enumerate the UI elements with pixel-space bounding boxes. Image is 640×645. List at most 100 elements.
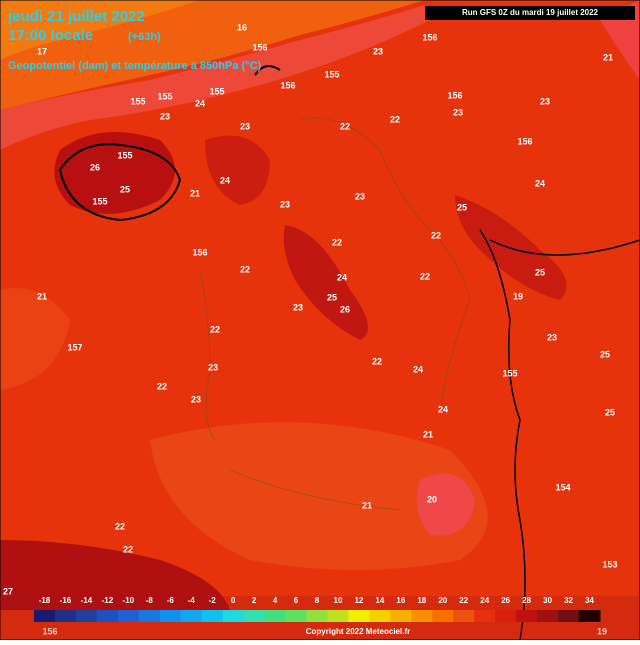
- colorbar-label: 32: [564, 596, 573, 605]
- colorbar-label: 34: [585, 596, 594, 605]
- contour-label: 155: [502, 368, 517, 378]
- hot-area: [283, 225, 368, 340]
- contour-label: 22: [115, 521, 125, 531]
- contour-label: 156: [517, 136, 532, 146]
- contour-label: 24: [438, 404, 448, 414]
- contour-label: 22: [372, 356, 382, 366]
- colorbar-label: 16: [396, 596, 405, 605]
- contour-label: 19: [513, 291, 523, 301]
- colorbar-label: 4: [273, 596, 278, 605]
- colorbar-label: 8: [315, 596, 320, 605]
- cool-pocket: [416, 473, 475, 536]
- colorbar: -18 -16 -14 -12 -10 -8 -6 -4 -2 0 2 4 6 8 10 12 14 16 18 20…: [34, 596, 601, 622]
- colorbar-swatch: [117, 610, 140, 622]
- hot-area: [455, 195, 567, 300]
- colorbar-swatch: [453, 610, 475, 622]
- contour-label: 21: [603, 52, 613, 62]
- colorbar-label: -2: [209, 596, 217, 605]
- hot-area: [54, 132, 175, 214]
- colorbar-label: 14: [375, 596, 384, 605]
- contour-label: 22: [340, 121, 350, 131]
- colorbar-label: 6: [294, 596, 299, 605]
- contour-label: 22: [123, 544, 133, 554]
- colorbar-label: 10: [334, 596, 343, 605]
- warm-area-light: [0, 0, 200, 60]
- contour-label: 26: [340, 304, 350, 314]
- colorbar-swatch: [54, 610, 77, 622]
- contour-label: 25: [605, 407, 615, 417]
- colorbar-label: -4: [188, 596, 196, 605]
- contour-label: 155: [117, 150, 132, 160]
- contour-label: 21: [37, 291, 47, 301]
- copyright: Copyright 2022 Meteociel.fr: [306, 627, 410, 636]
- contour-label: 23: [453, 107, 463, 117]
- hot-area: [205, 135, 270, 205]
- contour-label: 23: [355, 191, 365, 201]
- contour-label: 24: [337, 272, 347, 282]
- contour-label: 24: [220, 175, 230, 185]
- hot-area: [0, 540, 230, 610]
- contour-label: 157: [67, 342, 82, 352]
- contour-label: 22: [420, 271, 430, 281]
- contour-label: 155: [130, 96, 145, 106]
- colorbar-swatch: [411, 610, 433, 622]
- colorbar-swatch: [138, 610, 161, 622]
- colorbar-swatch: [222, 610, 245, 622]
- contour-label: 24: [413, 364, 423, 374]
- contour-label: 22: [390, 114, 400, 124]
- time: 17:00 locale: [8, 27, 93, 44]
- colorbar-swatch: [432, 610, 454, 622]
- colorbar-label: 24: [480, 596, 489, 605]
- contour-label: 23: [280, 199, 290, 209]
- coastline: [199, 117, 471, 511]
- contour-label: 19: [597, 626, 607, 636]
- geopotential-contour: [479, 229, 526, 641]
- contour-label: 23: [240, 121, 250, 131]
- contour-label: 16: [237, 22, 247, 32]
- colorbar-swatch: [159, 610, 182, 622]
- contour-label: 27: [3, 586, 13, 596]
- colorbar-swatch: [474, 610, 496, 622]
- contour-label: 25: [327, 292, 337, 302]
- contour-label: 25: [535, 267, 545, 277]
- colorbar-label: 2: [252, 596, 257, 605]
- contour-label: 155: [157, 91, 172, 101]
- colorbar-label: 12: [354, 596, 363, 605]
- colorbar-swatch: [285, 610, 308, 622]
- colorbar-label: 30: [543, 596, 552, 605]
- mild-area: [0, 288, 70, 390]
- colorbar-swatch: [306, 610, 328, 622]
- contour-label: 25: [600, 349, 610, 359]
- colorbar-swatch: [75, 610, 98, 622]
- colorbar-label: 18: [417, 596, 426, 605]
- mild-area: [150, 422, 488, 570]
- contour-label: 155: [92, 196, 107, 206]
- colorbar-swatch: [96, 610, 119, 622]
- colorbar-label: 20: [438, 596, 447, 605]
- subtitle: Geopotentiel (dam) et température à 850h…: [8, 60, 262, 72]
- contour-label: 156: [252, 42, 267, 52]
- contour-label: 21: [362, 500, 372, 510]
- contour-label: 22: [332, 237, 342, 247]
- geopotential-contour: [254, 65, 281, 76]
- contour-label: 24: [195, 98, 205, 108]
- colorbar-swatch: [558, 610, 580, 622]
- contour-label: 20: [427, 494, 437, 504]
- contour-label: 21: [423, 429, 433, 439]
- colorbar-label: -14: [81, 596, 93, 605]
- contour-label: 23: [547, 332, 557, 342]
- contour-label: 153: [602, 559, 617, 569]
- colorbar-label: -12: [102, 596, 114, 605]
- contour-label: 24: [535, 178, 545, 188]
- colorbar-swatch: [516, 610, 538, 622]
- contour-label: 23: [373, 46, 383, 56]
- band-pink: [0, 5, 430, 150]
- colorbar-label: 28: [522, 596, 531, 605]
- colorbar-label: -10: [123, 596, 135, 605]
- contour-label: 25: [457, 202, 467, 212]
- colorbar-swatch: [579, 610, 601, 622]
- colorbar-swatch: [348, 610, 370, 622]
- contour-label: 26: [90, 162, 100, 172]
- contour-label: 22: [431, 230, 441, 240]
